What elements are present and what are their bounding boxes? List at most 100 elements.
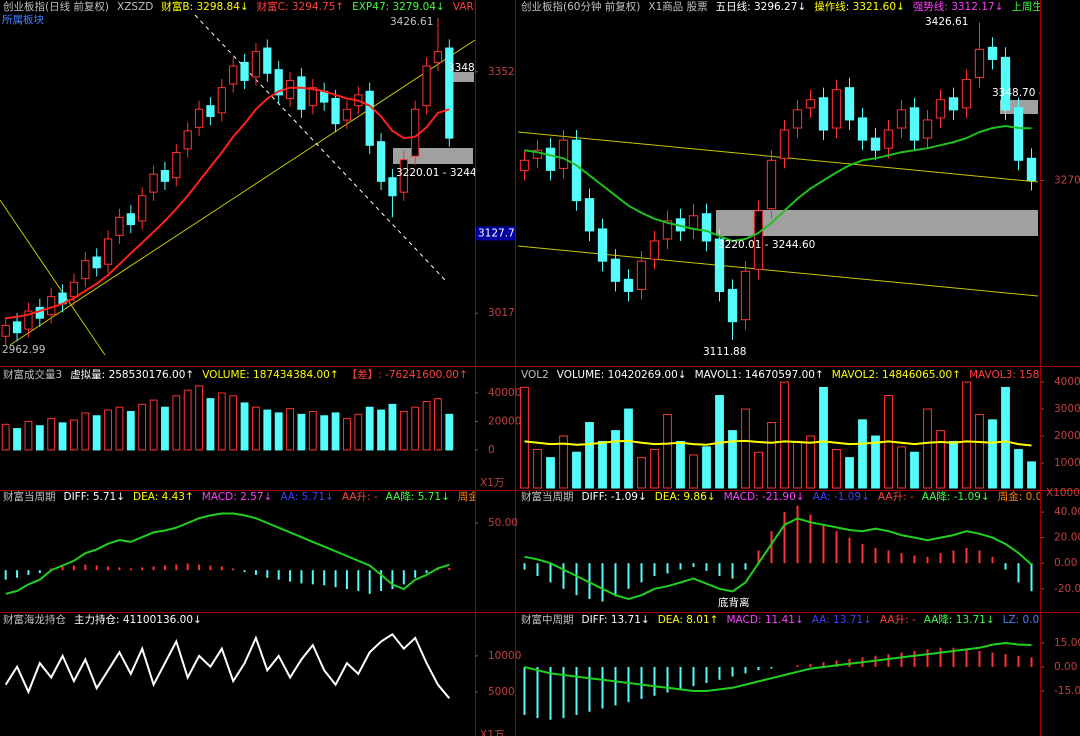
volume-bar [24, 420, 33, 451]
indicator-line [524, 641, 1032, 692]
header-item: EXP47: 3279.04↓ [352, 1, 445, 13]
volume-bar [559, 435, 568, 489]
candle-body [331, 97, 340, 125]
header-item: DDX1: -9 [476, 369, 523, 381]
header-item: AA降: 13.71↓ [924, 613, 995, 626]
header-item: DIFF: 13.71↓ [582, 614, 650, 626]
candle-body [12, 321, 22, 334]
header-item: X1商品 股票 [648, 0, 707, 13]
indicator-line [5, 512, 450, 595]
volume-bar [728, 430, 737, 489]
header-item: 主力持仓: 41100136.00↓ [74, 613, 202, 626]
candle-body [662, 220, 673, 240]
indicator-line [524, 124, 1032, 243]
volume-bar [343, 418, 351, 451]
candle-body [688, 215, 699, 230]
volume-bar [434, 398, 442, 451]
volume-bar [47, 418, 56, 451]
header-item: 财富当周期 [521, 490, 574, 503]
candle-body [779, 129, 790, 159]
candle-body [217, 87, 226, 114]
candle-body [376, 141, 386, 182]
candle-body [935, 99, 946, 119]
candle-body [206, 105, 215, 117]
volume-bar [897, 446, 906, 489]
volume-bar [871, 435, 880, 489]
header-item: DEA: 4.43↑ [133, 491, 194, 503]
volume-bar [411, 406, 420, 451]
y-tick-label: 15.00 [1054, 637, 1080, 649]
volume-bar [252, 406, 260, 451]
volume-bar [195, 385, 203, 451]
candle-body [1013, 107, 1024, 161]
y-tick-label: 0.00 [1054, 661, 1077, 673]
header-item: 上周生命线: 3 [1011, 0, 1077, 13]
volume-bar [689, 454, 698, 489]
panel: 财富海龙持仓 主力持仓: 41100136.00↓ [3, 613, 451, 699]
candle-body [411, 108, 420, 157]
volume-bar [780, 381, 789, 489]
y-tick-label: -15.00 [1054, 685, 1080, 697]
y-tick-label: 20000 [1054, 430, 1080, 442]
zones [393, 72, 1038, 236]
candle-body [103, 238, 113, 265]
volume-bar [149, 399, 158, 451]
volume-bar [910, 451, 919, 489]
header-item: 财富B: 3298.84↓ [161, 0, 248, 13]
panel: 财富当周期 DIFF: -1.09↓ DEA: 9.86↓ MACD: -21.90↓… [521, 490, 1040, 609]
candle-body [263, 47, 272, 74]
header-item: MACD: 11.41↓ [726, 614, 803, 626]
volume-bar [377, 409, 385, 451]
header-item: 创业板指(60分钟 前复权) [521, 0, 640, 13]
candle-body [870, 137, 881, 151]
price-marker-label: 3127.7 [478, 227, 515, 239]
volume-bar [858, 419, 867, 489]
candle-body [727, 288, 738, 323]
volume-bar [533, 449, 542, 489]
panel: 创业板指(60分钟 前复权) X1商品 股票 五日线: 3296.27↓ 操作线: 3… [519, 0, 1077, 358]
candle-body [844, 87, 855, 121]
volume-bar [1, 423, 10, 451]
header-item: 【差】: -76241600.00↑ [347, 368, 468, 381]
volume-bar [229, 395, 238, 451]
header-item: 强势线: 3312.17↓ [913, 0, 1004, 13]
header-item: VOL2 [521, 369, 549, 381]
header-item: AA降: -1.09↓ [922, 490, 990, 503]
volume-bar [274, 412, 283, 451]
volume-bar [975, 413, 984, 489]
candle-body [24, 310, 33, 330]
candle-body [948, 97, 959, 111]
candle-body [701, 213, 712, 242]
candle-body [857, 117, 868, 141]
volume-bar [308, 410, 317, 451]
volume-bar [126, 410, 135, 451]
unit-label: X1000 [1046, 487, 1080, 499]
panel: VOL2 VOLUME: 10420269.00↓ MAVOL1: 14670597… [520, 369, 1040, 489]
panel: 创业板指(日线 前复权) XZSZD 财富B: 3298.84↓ 财富C: 3294.… [1, 0, 475, 356]
candle-body [297, 76, 306, 110]
volume-bar [206, 398, 215, 451]
header-item: AA升: - [878, 491, 914, 503]
volume-bar [962, 381, 971, 489]
candle-body [571, 139, 582, 202]
volume-bar [331, 412, 340, 451]
header-item: 五日线: 3296.27↓ [716, 0, 807, 13]
candle-body [342, 108, 352, 121]
indicator-line [5, 86, 450, 320]
volume-bar [741, 408, 750, 489]
volume-bar [92, 415, 101, 451]
candle-body [126, 213, 135, 226]
volume-bar [949, 440, 958, 489]
volume-bar [399, 410, 408, 451]
header-item: 虚拟量: 258530176.00↑ [70, 368, 194, 381]
candle-body [883, 129, 894, 149]
header-item: LZ: 0.00 [1003, 614, 1046, 626]
volume-bar [138, 403, 147, 451]
volume-bar [832, 449, 841, 489]
header-item: MAVOL1: 14670597.00↑ [695, 369, 824, 381]
y-tick-label: 5000 [488, 686, 515, 698]
header-item: 操作线: 3321.60↓ [814, 0, 905, 13]
y-tick-label: 40000 [1054, 376, 1080, 388]
candle-body [69, 281, 79, 298]
